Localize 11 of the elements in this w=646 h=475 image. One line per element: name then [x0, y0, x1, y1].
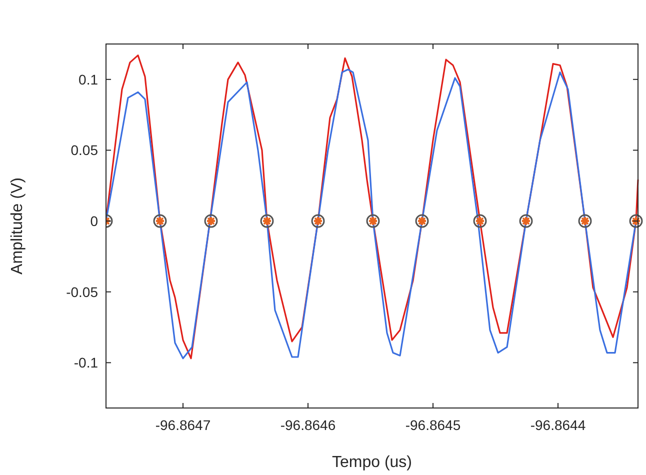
y-axis-title: Amplitude (V)	[9, 178, 26, 274]
x-axis-title: Tempo (us)	[332, 454, 412, 471]
x-tick-label: -96.8645	[405, 417, 461, 433]
y-tick-label: -0.05	[66, 284, 98, 300]
x-tick-label: -96.8644	[530, 417, 586, 433]
x-tick-label: -96.8646	[280, 417, 336, 433]
x-tick-label: -96.8647	[155, 417, 211, 433]
y-tick-label: 0	[90, 213, 98, 230]
y-tick-label: 0.05	[70, 142, 98, 158]
y-tick-label: 0.1	[78, 71, 98, 88]
y-tick-label: -0.1	[74, 354, 98, 371]
